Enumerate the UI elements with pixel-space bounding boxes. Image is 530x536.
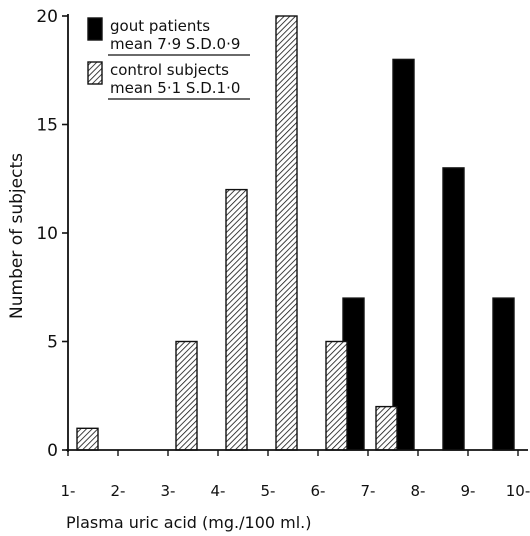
legend-series-name: control subjects [110,61,229,79]
control-bar-2- [175,340,198,451]
x-tick-label: 10- [506,482,530,500]
x-tick-label: 6- [311,482,326,500]
x-tick-label: 7- [361,482,376,500]
x-tick-label: 2- [111,482,126,500]
gout-bar-2- [392,58,415,451]
legend-series-name: gout patients [110,17,210,35]
y-tick-label: 0 [47,441,58,461]
control-bar-4- [275,15,298,451]
x-tick-label: 5- [261,482,276,500]
bars-layer [76,15,515,451]
tick-labels: 0 5 10 15 20 1- 2- 3- 4- 5- 6- 7- 8- 9- 10- [36,7,530,500]
legend-series-stats: mean 7·9 S.D.0·9 [110,35,240,53]
y-tick-label: 15 [36,116,58,136]
x-tick-label: 8- [411,482,426,500]
control-bar-6- [375,405,398,451]
gout-bar-4- [492,297,515,451]
x-axis-label: Plasma uric acid (mg./100 ml.) [66,513,312,532]
x-tick-label: 4- [211,482,226,500]
control-bar-1- [76,427,99,451]
x-tick-label: 3- [161,482,176,500]
control-bar-3- [225,188,248,451]
legend-control-swatch [87,61,103,85]
control-bar-5- [325,340,348,451]
gout-bar-3- [442,167,465,451]
y-tick-label: 10 [36,224,58,244]
x-tick-label: 9- [461,482,476,500]
y-tick-label: 5 [47,333,58,353]
x-tick-label: 1- [61,482,76,500]
y-axis-label: Number of subjects [7,153,27,319]
legend-series-stats: mean 5·1 S.D.1·0 [110,79,240,97]
legend-gout-swatch [87,17,103,41]
y-tick-label: 20 [36,7,58,27]
